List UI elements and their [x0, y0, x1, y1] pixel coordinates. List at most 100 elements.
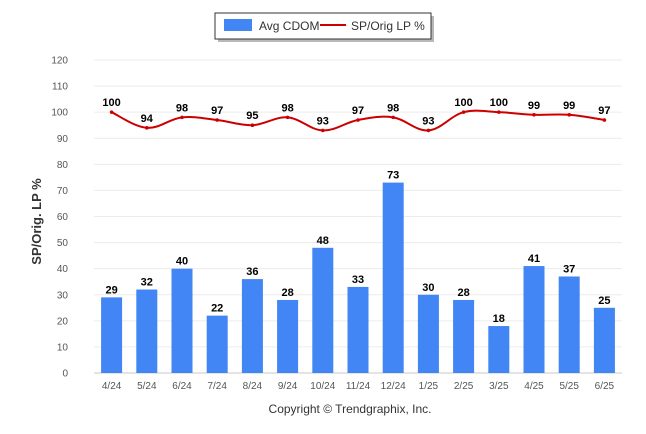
bar-value-label: 22 — [211, 303, 223, 315]
bar — [593, 307, 615, 373]
bar-data-labels: 29 32 40 22 36 28 48 33 73 30 28 18 41 37 25 — [105, 170, 610, 325]
x-tick-label: 10/24 — [310, 381, 335, 392]
line-value-label: 100 — [454, 97, 472, 109]
x-tick-label: 6/24 — [172, 381, 192, 392]
bar-value-label: 18 — [493, 313, 505, 325]
x-tick-label: 6/25 — [595, 381, 615, 392]
line-value-label: 100 — [102, 97, 120, 109]
legend: Avg CDOM SP/Orig LP % — [214, 12, 434, 42]
line-point — [426, 128, 431, 133]
bar-value-label: 36 — [246, 266, 258, 278]
copyright-footer: Copyright © Trendgraphix, Inc. — [269, 402, 432, 416]
y-tick-label: 80 — [57, 160, 69, 171]
line-points — [109, 110, 607, 133]
line-point — [145, 126, 149, 130]
y-tick-label: 90 — [57, 134, 69, 145]
x-tick-label: 4/25 — [524, 381, 544, 392]
bar — [417, 294, 439, 373]
line-point — [567, 112, 571, 117]
bar — [241, 279, 263, 373]
line-point — [461, 110, 466, 114]
line-value-label: 100 — [490, 97, 508, 109]
legend-swatch-avg-cdom — [224, 19, 252, 31]
bar-value-label: 48 — [317, 235, 329, 247]
y-tick-label: 120 — [51, 56, 68, 67]
bar-value-label: 28 — [457, 287, 469, 299]
line-data-labels: 100 94 98 97 95 98 93 97 98 93 100 100 99 99 97 — [102, 97, 610, 127]
line-point — [602, 118, 607, 122]
bar — [382, 182, 404, 373]
bar-value-label: 40 — [176, 256, 188, 268]
line-value-label: 97 — [598, 105, 610, 117]
line-point — [532, 112, 536, 117]
line-value-label: 98 — [387, 102, 399, 114]
y-tick-label: 50 — [57, 238, 69, 249]
line-value-label: 98 — [281, 102, 293, 114]
bar — [347, 286, 369, 373]
bar — [453, 299, 475, 373]
bar — [558, 276, 580, 373]
x-tick-label: 5/25 — [559, 381, 579, 392]
bar — [136, 289, 158, 373]
bar-value-label: 37 — [563, 263, 575, 275]
line-point — [356, 118, 360, 122]
x-tick-label: 8/24 — [243, 381, 263, 392]
y-axis-ticks: 0 10 20 30 40 50 60 70 80 90 100 110 120 — [51, 56, 68, 380]
bar — [523, 266, 545, 373]
line-point — [391, 115, 396, 120]
y-tick-label: 40 — [57, 264, 69, 275]
line-point — [109, 110, 114, 114]
y-tick-label: 70 — [57, 186, 69, 197]
line-value-label: 93 — [317, 115, 329, 127]
line-value-label: 99 — [563, 100, 575, 112]
line-point — [321, 128, 325, 133]
bar — [171, 268, 193, 373]
line-value-label: 97 — [352, 105, 364, 117]
line-point — [497, 110, 501, 114]
x-tick-label: 1/25 — [419, 381, 439, 392]
x-axis-ticks: 4/24 5/24 6/24 7/24 8/24 9/24 10/24 11/24 12/24 1… — [102, 381, 615, 392]
bar-value-label: 30 — [422, 282, 434, 294]
line-value-label: 99 — [528, 100, 540, 112]
line-value-label: 93 — [422, 115, 434, 127]
bar — [206, 315, 228, 373]
line-point — [285, 115, 290, 120]
x-tick-label: 4/24 — [102, 381, 122, 392]
y-tick-label: 10 — [57, 342, 69, 353]
y-tick-label: 100 — [51, 108, 68, 119]
line-point — [215, 118, 219, 122]
x-tick-label: 11/24 — [346, 381, 371, 392]
bar-value-label: 32 — [141, 277, 153, 289]
legend-label-sp-orig-lp: SP/Orig LP % — [351, 19, 425, 33]
bar-value-label: 28 — [281, 287, 293, 299]
y-tick-label: 60 — [57, 212, 69, 223]
x-tick-label: 9/24 — [278, 381, 298, 392]
bar — [101, 297, 123, 373]
line-value-label: 97 — [211, 105, 223, 117]
line-point — [250, 123, 255, 128]
bar-value-label: 25 — [598, 295, 610, 307]
y-tick-label: 0 — [62, 369, 68, 380]
bar-value-label: 41 — [528, 253, 540, 265]
line-value-label: 95 — [246, 110, 258, 122]
bar-value-label: 29 — [105, 284, 117, 296]
line-point — [180, 115, 184, 120]
bar — [488, 326, 510, 373]
bar-series-avg-cdom — [101, 182, 615, 373]
y-axis-label: SP/Orig. LP % — [29, 178, 44, 265]
line-value-label: 98 — [176, 102, 188, 114]
x-tick-label: 5/24 — [137, 381, 157, 392]
y-tick-label: 20 — [57, 316, 69, 327]
bar-value-label: 33 — [352, 274, 364, 286]
y-tick-label: 30 — [57, 290, 69, 301]
x-tick-label: 7/24 — [207, 381, 227, 392]
bar — [277, 299, 299, 373]
x-tick-label: 3/25 — [489, 381, 509, 392]
x-tick-label: 12/24 — [381, 381, 406, 392]
bar-value-label: 73 — [387, 170, 399, 182]
line-value-label: 94 — [141, 113, 154, 125]
bar — [312, 247, 334, 373]
y-tick-label: 110 — [52, 82, 68, 93]
x-tick-label: 2/25 — [454, 381, 474, 392]
